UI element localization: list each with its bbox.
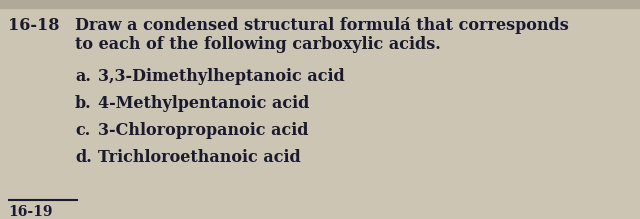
Text: 16-19: 16-19 [8,205,52,219]
Text: to each of the following carboxylic acids.: to each of the following carboxylic acid… [75,36,441,53]
Text: c.: c. [75,122,90,139]
Text: b.: b. [75,95,92,112]
Text: Trichloroethanoic acid: Trichloroethanoic acid [98,149,301,166]
Text: 3,3-Dimethylheptanoic acid: 3,3-Dimethylheptanoic acid [98,68,345,85]
Text: a.: a. [75,68,91,85]
Text: 4-Methylpentanoic acid: 4-Methylpentanoic acid [98,95,309,112]
Bar [0,0,640,8]
Text: d.: d. [75,149,92,166]
Text: Draw a condensed structural formulá that corresponds: Draw a condensed structural formulá tha… [75,17,569,34]
Text: 16-18: 16-18 [8,17,60,34]
Text: 3-Chloropropanoic acid: 3-Chloropropanoic acid [98,122,308,139]
